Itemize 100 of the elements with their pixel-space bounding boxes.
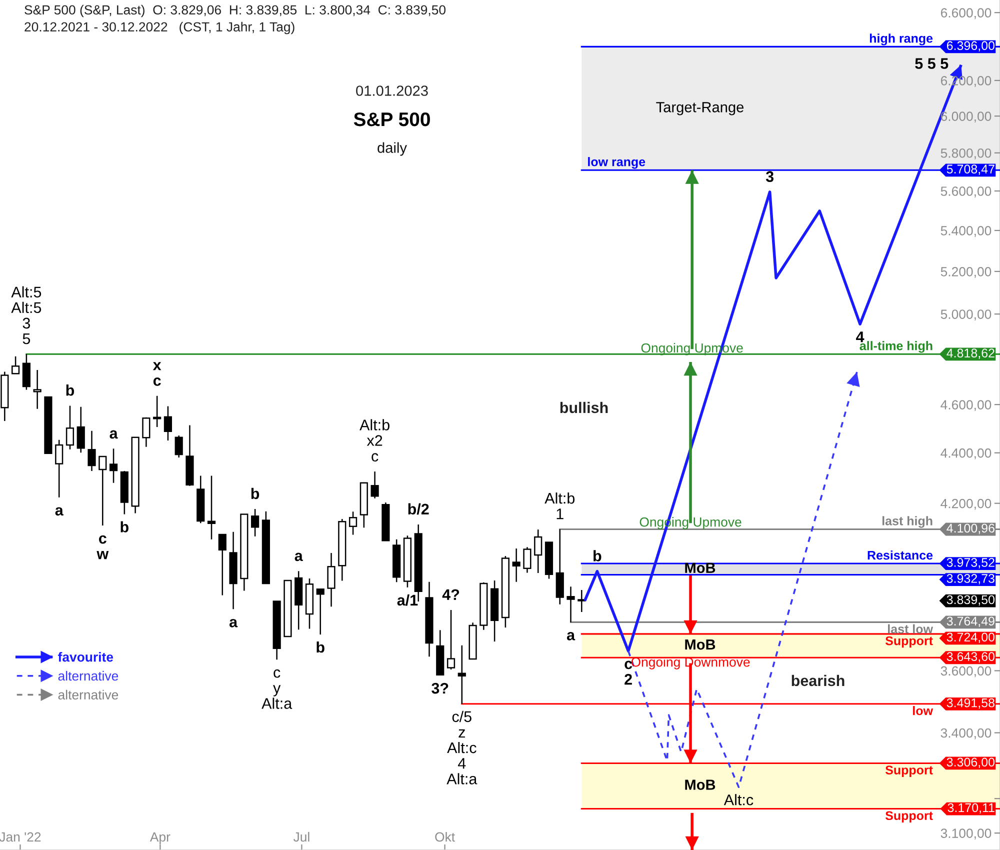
annotation: a: [229, 618, 238, 628]
candlestick: [512, 548, 520, 582]
candlestick: [544, 542, 554, 580]
y-tick-label: 3.724,00: [946, 632, 995, 644]
annotation: bearish: [792, 674, 844, 686]
text: alternative: [58, 670, 118, 681]
annotation: a: [55, 507, 64, 516]
candlestick: [578, 589, 586, 613]
candlestick: [0, 371, 9, 422]
y-tick-label: 3.170,11: [948, 803, 994, 814]
candlestick: [468, 622, 477, 660]
candlestick: [523, 546, 532, 574]
candlestick: [534, 528, 542, 574]
y-tick-label: 5.800,00: [940, 148, 992, 160]
y-tick-label: 3.643,60: [946, 652, 995, 662]
annotation: a: [566, 632, 576, 640]
candlestick: [174, 434, 183, 458]
y-tick-label: 4.818,62: [946, 348, 994, 359]
band-label: MoB: [685, 640, 716, 650]
candlestick: [262, 510, 270, 584]
candlestick: [131, 436, 140, 514]
candlestick: [98, 456, 107, 526]
candlestick: [446, 609, 456, 670]
y-tick-label: 3.973,52: [946, 558, 994, 568]
x-tick-label: Jul: [293, 832, 310, 842]
y-tick-label: 6.600,00: [940, 8, 992, 20]
y-tick-label: 3.600,00: [940, 666, 992, 678]
y-tick-label: 6.396,00: [946, 41, 995, 52]
y-tick-label: 3.491,58: [946, 698, 994, 709]
candlestick: [153, 395, 162, 428]
candlestick: [142, 416, 150, 448]
x-tick-label: Apr: [150, 832, 170, 844]
candlestick: [240, 514, 248, 592]
candlestick: [338, 518, 346, 582]
annotation: c/5 z Alt:c 4 Alt:a: [446, 710, 478, 784]
candlestick: [207, 475, 216, 540]
candlestick: [327, 552, 336, 608]
candlestick: [88, 430, 96, 472]
ref-line-label: high range: [870, 34, 933, 46]
annotation: a: [110, 430, 118, 439]
annotation: 3?: [432, 682, 448, 694]
candlestick: [392, 538, 401, 583]
annotation: b: [251, 488, 260, 500]
annotation: S&P 500 (S&P, Last) O: 3.829,06 H: 3.839,85 L: 3.800,34 C: 3.839,50: [24, 4, 446, 18]
candlestick: [218, 534, 226, 596]
ref-line-label: low range: [588, 157, 646, 169]
candlestick: [44, 396, 52, 455]
y-tick-label: 3.764,49: [946, 616, 994, 628]
annotation: 20.12.2021 - 30.12.2022 (CST, 1 Jahr, 1 Tag): [24, 22, 294, 34]
annotation: b: [66, 384, 74, 396]
y-tick-label: 3.400,00: [940, 728, 992, 740]
annotation: a/1: [397, 594, 418, 606]
candlestick: [370, 470, 379, 500]
annotation: 4?: [442, 589, 460, 600]
candlestick: [305, 578, 314, 630]
annotation: a: [294, 552, 303, 562]
y-tick-label: 3.932,73: [946, 574, 994, 584]
annotation: c 2: [624, 660, 632, 685]
text: daily: [378, 142, 407, 156]
candlestick: [33, 369, 42, 410]
candlestick: [55, 439, 64, 498]
annotation: Alt:b x2 c: [360, 419, 390, 462]
y-tick-label: 4.600,00: [940, 400, 992, 412]
ref-line-label: Resistance: [868, 550, 933, 560]
ref-line-label: all-time high: [860, 341, 932, 353]
y-tick-label: 4.200,00: [940, 498, 992, 510]
candlestick: [109, 448, 118, 484]
x-tick-label: Okt: [435, 832, 455, 842]
candlestick: [316, 588, 324, 636]
annotation: 01.01.2023: [356, 86, 428, 96]
candlestick: [436, 630, 444, 676]
y-tick-label: 5.000,00: [940, 310, 992, 320]
candlestick: [76, 406, 85, 454]
y-tick-label: 5.708,47: [946, 164, 994, 175]
annotation: x c: [152, 362, 162, 386]
ref-line-label: Support: [885, 636, 933, 648]
candlestick: [186, 424, 194, 487]
annotation: b/2: [408, 503, 429, 515]
annotation: b: [120, 521, 128, 532]
annotation: 5 5 5: [915, 58, 948, 69]
y-tick-label: 3.100,00: [940, 828, 992, 840]
candlestick: [490, 580, 499, 642]
annotation: b: [594, 550, 602, 562]
y-tick-label: 3.839,50: [946, 595, 995, 606]
band-label: MoB: [685, 562, 716, 574]
annotation: 4: [856, 332, 864, 342]
candlestick: [458, 644, 466, 705]
y-tick-label: 4.100,96: [946, 524, 994, 534]
y-tick-label: 4.400,00: [940, 448, 992, 460]
candlestick: [12, 356, 20, 374]
candlestick: [348, 511, 358, 536]
ref-line-label: low: [913, 706, 934, 716]
candlestick: [66, 405, 74, 450]
candlestick: [196, 475, 205, 524]
annotation: c y Alt:a: [262, 669, 292, 709]
text: S&P 500: [354, 112, 430, 126]
ref-line-label: last low: [888, 624, 934, 634]
candlestick: [566, 586, 575, 623]
candlestick: [501, 555, 510, 628]
y-tick-label: 5.200,00: [940, 267, 992, 278]
